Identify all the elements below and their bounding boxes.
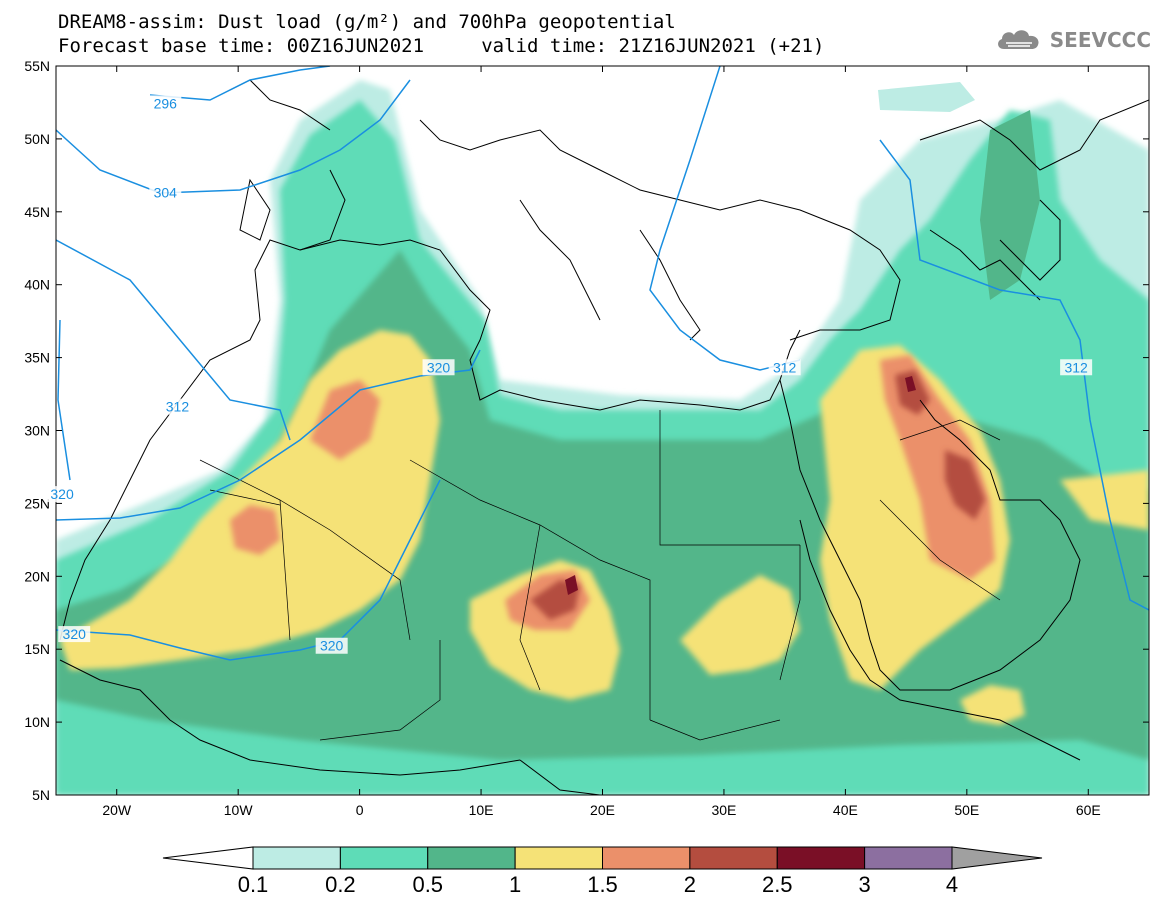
- lon-label: 10E: [469, 802, 494, 818]
- coastlines: [59, 79, 1149, 795]
- contour-labels: 296 304 312 320 320 320 320 312 312: [46, 95, 1093, 654]
- dust-band-2-iraq: [895, 370, 930, 415]
- dust-band-2.5-iraq: [905, 376, 916, 392]
- dust-band-1.5-sahara: [310, 380, 380, 460]
- country-borders: [199, 410, 1001, 741]
- dust-fields: [56, 66, 1149, 795]
- colorbar-box: [864, 846, 953, 870]
- dust-band-1-oman: [1060, 470, 1149, 530]
- lon-label: 0: [356, 802, 364, 818]
- contour-label: 320: [320, 638, 344, 654]
- seevccc-logo: SEEVCCC: [994, 22, 1151, 58]
- lat-label: 35N: [24, 350, 50, 366]
- lon-label: 50E: [954, 802, 979, 818]
- lon-label: 30E: [711, 802, 736, 818]
- lat-label: 40N: [24, 277, 50, 293]
- contour-label-bg: [149, 95, 182, 112]
- lat-label: 45N: [24, 204, 50, 220]
- colorbar-label: 1: [509, 872, 521, 897]
- colorbar-box: [514, 846, 603, 870]
- lat-label: 25N: [24, 495, 50, 511]
- colorbar-label: 1.5: [587, 872, 618, 897]
- lat-label: 10N: [24, 714, 50, 730]
- colorbar-min-arrow: [162, 846, 254, 870]
- colorbar-label: 0.2: [325, 872, 356, 897]
- latitude-axis: 55N 50N 45N 40N 35N 30N 25N 20N 15N 10N 5N: [24, 58, 1149, 803]
- contour-label-bg: [422, 359, 455, 376]
- colorbar-label: 0.5: [412, 872, 443, 897]
- lon-label: 40E: [833, 802, 858, 818]
- contour-label-bg: [46, 486, 79, 503]
- colorbar-label: 4: [946, 872, 958, 897]
- contour-label-bg: [768, 359, 801, 376]
- colorbar-label: 0.1: [238, 872, 269, 897]
- colorbar-box: [602, 846, 691, 870]
- lat-label: 30N: [24, 423, 50, 439]
- lat-label: 55N: [24, 58, 50, 74]
- colorbar-box: [252, 846, 341, 870]
- colorbar-label: 2: [684, 872, 696, 897]
- colorbar-box: [427, 846, 516, 870]
- dust-band-1.5-algeria: [230, 505, 280, 555]
- lon-label: 10W: [224, 802, 254, 818]
- colorbar-box: [339, 846, 429, 870]
- contour-label: 312: [773, 359, 797, 375]
- map-title: DREAM8-assim: Dust load (g/m²) and 700hP…: [58, 11, 676, 33]
- dust-band-1-sudan: [680, 575, 800, 675]
- contour-label-bg: [161, 398, 194, 415]
- dust-band-0.1-east: [878, 82, 975, 112]
- contour-label-bg: [58, 626, 91, 643]
- colorbar-box: [689, 846, 778, 870]
- lon-label: 60E: [1076, 802, 1101, 818]
- contour-label: 320: [63, 626, 87, 642]
- dust-band-2.5: [565, 575, 578, 595]
- contour-label-bg: [315, 637, 348, 654]
- contour-label: 312: [166, 399, 190, 415]
- contour-label-bg: [149, 184, 182, 201]
- forecast-time-subtitle: Forecast base time: 00Z16JUN2021 valid t…: [58, 35, 825, 57]
- colorbar-box: [776, 846, 866, 870]
- logo-text: SEEVCCC: [1049, 28, 1151, 52]
- contour-label: 304: [154, 184, 178, 200]
- dust-band-1.5-arabia: [880, 355, 995, 580]
- longitude-axis: 20W 10W 0 10E 20E 30E 40E 50E 60E: [102, 66, 1101, 818]
- lat-label: 20N: [24, 568, 50, 584]
- cloud-icon: [997, 30, 1039, 49]
- colorbar: 0.1 0.2 0.5 1 1.5 2 2.5 3 4: [162, 846, 1043, 897]
- lon-label: 20E: [590, 802, 615, 818]
- dust-band-0.5-n: [980, 110, 1040, 300]
- contour-label: 320: [50, 486, 74, 502]
- contour-label: 312: [1064, 359, 1088, 375]
- dust-band-2-gulf: [945, 450, 985, 520]
- contour-label-bg: [1060, 359, 1093, 376]
- contour-label: 320: [427, 359, 451, 375]
- lon-label: 20W: [102, 802, 132, 818]
- colorbar-max-arrow: [951, 846, 1043, 870]
- lat-label: 5N: [32, 787, 50, 803]
- colorbar-label: 2.5: [762, 872, 793, 897]
- contour-label: 296: [154, 95, 178, 111]
- lat-label: 15N: [24, 641, 50, 657]
- colorbar-label: 3: [859, 872, 871, 897]
- lat-label: 50N: [24, 131, 50, 147]
